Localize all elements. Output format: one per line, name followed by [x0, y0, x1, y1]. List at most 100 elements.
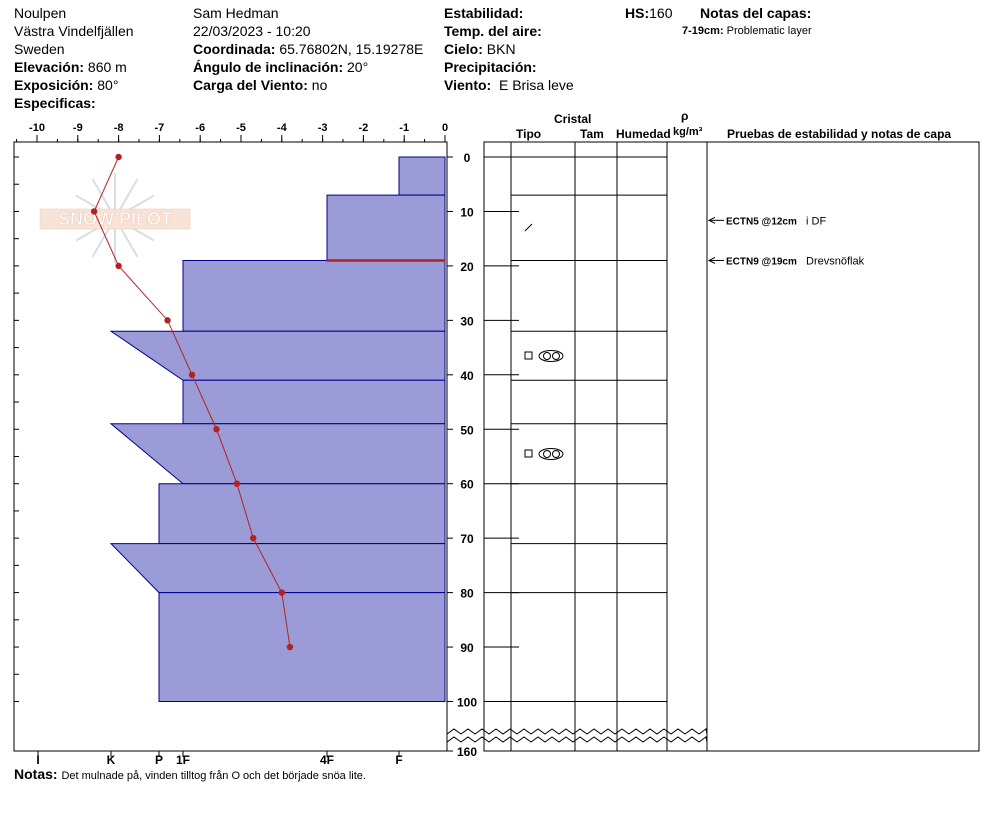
temperature-point: [250, 534, 257, 542]
wind-value: E Brisa leve: [498, 77, 574, 93]
wind-load-value: no: [311, 77, 328, 93]
layer-note: 7-19cm: Problematic layer: [682, 22, 812, 40]
depth-tick-label: 0: [464, 151, 471, 165]
stability-test-label: ECTN5 @12cm: [726, 216, 797, 227]
temp-tick-label: -5: [236, 122, 246, 134]
temperature-point: [188, 371, 196, 378]
moisture-header: Humedad: [616, 127, 671, 141]
temperature-point: [233, 480, 241, 487]
temperature-point: [278, 589, 285, 596]
hs-value: 160: [649, 5, 673, 21]
tests-header: Pruebas de estabilidad y notas de capa: [727, 127, 952, 141]
depth-tick-label: 30: [460, 314, 474, 328]
temp-tick-label: -8: [114, 122, 124, 134]
axis-break-zigzag: [446, 736, 708, 743]
location: Noulpen: [14, 5, 67, 21]
depth-tick-label: 50: [460, 423, 474, 437]
plot-frame: [13, 141, 448, 752]
size-header: Tam: [580, 127, 604, 141]
slope-value: 20°: [347, 59, 369, 75]
density-unit: kg/m³: [673, 126, 703, 138]
temp-tick-label: -1: [399, 122, 409, 134]
depth-tick-label: 100: [457, 696, 477, 710]
layer-notes-label: Notas del capas:: [700, 5, 812, 21]
snow-layer-3: [109, 330, 446, 381]
snow-layer-8: [158, 592, 446, 702]
axis-break-zigzag: [446, 728, 708, 735]
temp-tick-label: -3: [318, 122, 328, 134]
temp-tick-label: -6: [195, 122, 205, 134]
crystal-symbol-round: [538, 448, 564, 460]
hardness-tick-label: I: [36, 753, 39, 767]
logo-banner: [39, 208, 191, 230]
hs-label: HS:: [625, 5, 650, 21]
depth-tick-label: 80: [460, 587, 474, 601]
datetime: 22/03/2023 - 10:20: [193, 23, 311, 39]
stability-test-note: Drevsnöflak: [806, 255, 865, 267]
observer: Sam Hedman: [193, 5, 279, 21]
coord-value: 65.76802N, 15.19278E: [279, 41, 424, 57]
temperature-point: [115, 153, 122, 161]
temp-tick-label: -2: [359, 122, 369, 134]
temp-tick-label: 0: [442, 122, 448, 134]
exposure: Exposición: 80°: [14, 76, 118, 94]
hardness-tick-label: F: [395, 753, 402, 767]
stability-label: Estabilidad:: [444, 5, 524, 21]
slope-angle: Ángulo de inclinación: 20°: [193, 58, 368, 76]
notes: Notas: Det mulnade på, vinden tilltog fr…: [14, 765, 366, 785]
air-temp-label: Temp. del aire:: [444, 23, 542, 39]
temperature-point: [213, 426, 220, 433]
test-arrow: [707, 257, 716, 264]
sky-value: BKN: [486, 41, 516, 57]
snow-layer-4: [182, 379, 446, 425]
snow-layer-0: [398, 156, 446, 196]
snow-layer-6: [158, 483, 446, 545]
hardness-tick-label: P: [155, 753, 163, 767]
temperature-point: [90, 208, 98, 215]
hardness-tick-label: 1F: [176, 753, 190, 767]
coordinates: Coordinada: 65.76802N, 15.19278E: [193, 40, 423, 58]
snow-layer-2: [182, 259, 446, 332]
temperature-point: [164, 317, 171, 324]
crystal-header: Cristal: [554, 112, 592, 126]
depth-tick-label: 60: [460, 478, 474, 492]
rho-header: ρ: [681, 109, 689, 123]
specifics-label: Especificas:: [14, 95, 96, 111]
test-arrow: [707, 216, 716, 224]
crystal-symbol-ring: [552, 450, 560, 458]
sky: Cielo: BKN: [444, 40, 516, 58]
crystal-symbol-ring: [543, 352, 551, 360]
hs: HS:160: [625, 4, 672, 22]
elevation-label: Elevación:: [14, 59, 85, 75]
country: Sweden: [14, 41, 65, 57]
depth-tick-label: 70: [460, 532, 474, 546]
depth-tick-label: 160: [457, 745, 477, 759]
precip-label: Precipitación:: [444, 59, 537, 75]
depth-tick-label: 10: [460, 205, 474, 219]
temperature-point: [115, 262, 122, 270]
crystal-symbol-faceted: [524, 351, 533, 360]
notes-label: Notas:: [14, 766, 58, 782]
depth-tick-label: 20: [460, 260, 474, 274]
temperature-point: [286, 643, 294, 651]
depth-tick-label: 90: [460, 641, 474, 655]
snowpilot-logo: SNOW PILOT: [39, 173, 191, 263]
logo-text: SNOW PILOT: [58, 209, 172, 229]
wind: Viento: E Brisa leve: [444, 76, 574, 94]
coord-label: Coordinada:: [193, 41, 276, 57]
temperature-line: [93, 156, 291, 648]
crystal-symbol-round: [538, 350, 564, 362]
crystal-symbol-decomposing: [524, 223, 533, 232]
temp-tick-label: -9: [73, 122, 83, 134]
layer-note-text: Problematic layer: [726, 25, 812, 37]
wind-label: Viento:: [444, 77, 492, 93]
elevation-value: 860 m: [87, 59, 127, 75]
crystal-symbol-ring: [552, 352, 560, 360]
crystal-symbol-faceted: [524, 449, 533, 458]
slope-label: Ángulo de inclinación:: [193, 59, 344, 75]
temp-tick-label: -4: [277, 122, 288, 134]
crystal-symbol-ring: [543, 450, 551, 458]
exposure-value: 80°: [97, 77, 119, 93]
stability-test-label: ECTN9 @19cm: [726, 256, 797, 267]
